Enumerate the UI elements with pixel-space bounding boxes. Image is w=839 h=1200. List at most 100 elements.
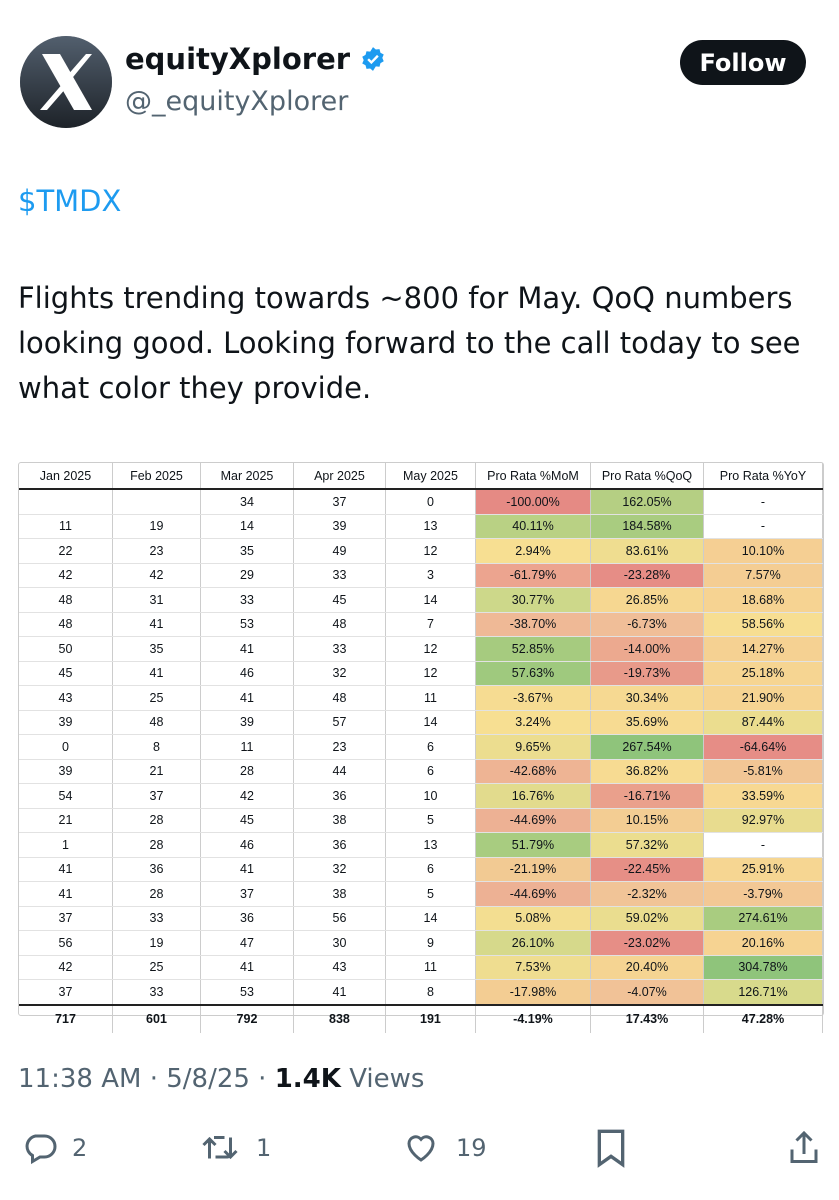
table-cell: 162.05%: [590, 489, 704, 515]
total-cell: 17.43%: [590, 1003, 704, 1033]
table-cell: 38: [293, 881, 386, 907]
table-cell: 33: [200, 587, 294, 613]
table-cell: 25: [112, 685, 202, 711]
table-row: 22 23 35 49 12 2.94% 83.61% 10.10%: [19, 538, 823, 564]
table-cell: 25: [112, 955, 202, 980]
column-header: Pro Rata %MoM: [475, 463, 592, 490]
separator: ·: [149, 1064, 158, 1094]
table-cell: 49: [293, 538, 386, 564]
table-cell: 11: [385, 955, 476, 980]
table-cell: 36: [200, 906, 294, 931]
table-cell: 46: [200, 832, 294, 858]
table-cell: 9.65%: [475, 734, 592, 760]
table-cell: 58.56%: [703, 612, 823, 637]
table-row: 56 19 47 30 9 26.10% -23.02% 20.16%: [19, 930, 823, 956]
table-cell: 41: [112, 661, 202, 686]
table-cell: -23.02%: [590, 930, 704, 956]
table-cell: 45: [200, 808, 294, 833]
table-cell: 48: [112, 710, 202, 735]
total-row: 717 601 792 838 191 -4.19% 17.43% 47.28%: [19, 1003, 823, 1033]
table-cell: 6: [385, 857, 476, 882]
total-cell: 717: [19, 1003, 113, 1033]
table-cell: -22.45%: [590, 857, 704, 882]
like-icon[interactable]: [402, 1130, 440, 1166]
repost-icon[interactable]: [200, 1130, 240, 1166]
table-cell: 35: [112, 636, 202, 662]
table-cell: 184.58%: [590, 514, 704, 539]
table-cell: 43: [19, 685, 113, 711]
post-text: Flights trending towards ~800 for May. Q…: [18, 281, 801, 405]
table-cell: 57.32%: [590, 832, 704, 858]
total-cell: 191: [385, 1003, 476, 1033]
table-cell: 6: [385, 734, 476, 760]
table-cell: [19, 489, 113, 515]
verified-badge: [362, 47, 384, 71]
table-cell: 43: [293, 955, 386, 980]
table-cell: 37: [19, 906, 113, 931]
table-cell: 36: [293, 783, 386, 809]
table-cell: 42: [19, 955, 113, 980]
table-cell: 33: [293, 563, 386, 588]
table-cell: 14: [385, 710, 476, 735]
table-cell: 23: [112, 538, 202, 564]
table-cell: 44: [293, 759, 386, 784]
cashtag[interactable]: $TMDX: [18, 184, 122, 218]
table-cell: 23: [293, 734, 386, 760]
table-image[interactable]: Jan 2025 Feb 2025 Mar 2025 Apr 2025 May 2025…: [18, 462, 824, 1033]
table-cell: -44.69%: [475, 808, 592, 833]
table-cell: -19.73%: [590, 661, 704, 686]
table-row: 34 37 0 -100.00% 162.05% -: [19, 489, 823, 515]
table-cell: 28: [112, 881, 202, 907]
column-header: Pro Rata %YoY: [703, 463, 823, 490]
column-header: Jan 2025: [19, 463, 113, 490]
follow-button[interactable]: Follow: [680, 40, 806, 85]
table-cell: 48: [293, 612, 386, 637]
table-cell: 5.08%: [475, 906, 592, 931]
table-cell: 20.40%: [590, 955, 704, 980]
avatar[interactable]: [20, 36, 112, 128]
table-cell: 21: [19, 808, 113, 833]
reply-icon[interactable]: [22, 1130, 58, 1166]
share-icon[interactable]: [786, 1128, 822, 1168]
table-cell: 34: [200, 489, 294, 515]
table-cell: 35.69%: [590, 710, 704, 735]
like-count: 19: [456, 1134, 487, 1162]
column-header: Apr 2025: [293, 463, 386, 490]
table-cell: 9: [385, 930, 476, 956]
table-row: 39 21 28 44 6 -42.68% 36.82% -5.81%: [19, 759, 823, 784]
table-row: 42 25 41 43 11 7.53% 20.40% 304.78%: [19, 955, 823, 980]
table-cell: 87.44%: [703, 710, 823, 735]
user-handle[interactable]: @_equityXplorer: [125, 86, 349, 117]
table-cell: 41: [200, 955, 294, 980]
table-cell: 37: [293, 489, 386, 515]
time[interactable]: 11:38 AM: [18, 1064, 142, 1094]
table-cell: 30: [293, 930, 386, 956]
table-cell: 36.82%: [590, 759, 704, 784]
bookmark-icon[interactable]: [594, 1128, 628, 1168]
table-cell: 7.53%: [475, 955, 592, 980]
table-cell: 30.77%: [475, 587, 592, 613]
table-cell: 48: [19, 612, 113, 637]
table-cell: -44.69%: [475, 881, 592, 907]
table-cell: 39: [19, 710, 113, 735]
views-label: Views: [349, 1064, 425, 1094]
table-cell: 10.15%: [590, 808, 704, 833]
table-cell: 31: [112, 587, 202, 613]
table-cell: 53: [200, 979, 294, 1005]
table-row: 54 37 42 36 10 16.76% -16.71% 33.59%: [19, 783, 823, 809]
table-row: 37 33 36 56 14 5.08% 59.02% 274.61%: [19, 906, 823, 931]
table-cell: 83.61%: [590, 538, 704, 564]
table-cell: 33: [112, 979, 202, 1005]
table-cell: 59.02%: [590, 906, 704, 931]
table-cell: 21: [112, 759, 202, 784]
column-header: Feb 2025: [112, 463, 202, 490]
table-row: 21 28 45 38 5 -44.69% 10.15% 92.97%: [19, 808, 823, 833]
table-cell: 33.59%: [703, 783, 823, 809]
user-name[interactable]: equityXplorer: [125, 42, 386, 76]
table-cell: 26.85%: [590, 587, 704, 613]
table-cell: 304.78%: [703, 955, 823, 980]
name-text[interactable]: equityXplorer: [125, 42, 351, 76]
table-cell: -6.73%: [590, 612, 704, 637]
date[interactable]: 5/8/25: [166, 1064, 250, 1094]
table-cell: 32: [293, 661, 386, 686]
